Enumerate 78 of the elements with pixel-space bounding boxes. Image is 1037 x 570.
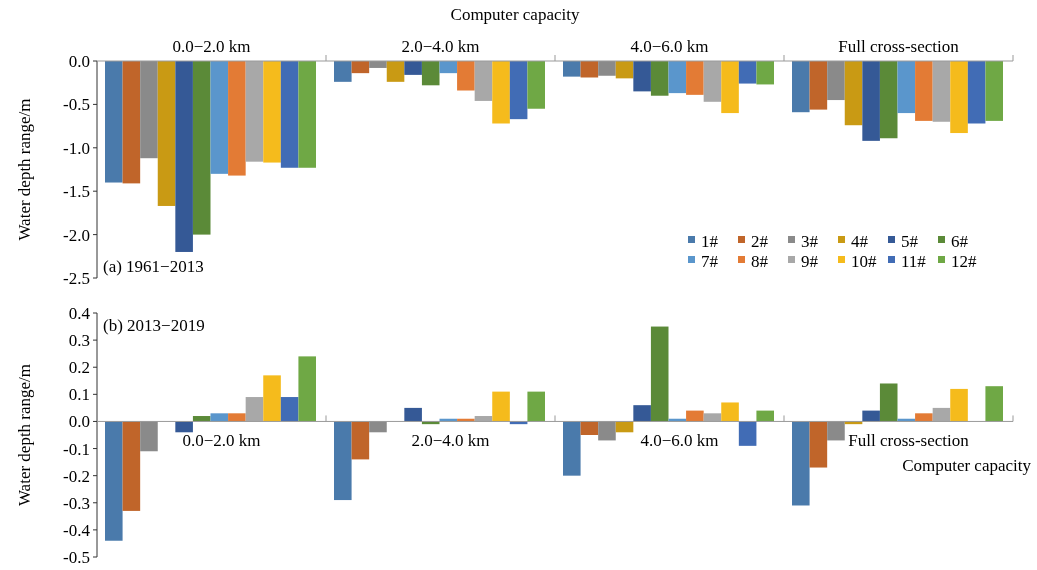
legend-label: 5#: [901, 231, 919, 251]
bar: [915, 413, 933, 422]
y-tick-label: -0.5: [63, 95, 90, 115]
bar: [862, 410, 880, 422]
legend-label: 4#: [851, 231, 869, 251]
bar: [263, 375, 281, 422]
bar: [879, 383, 898, 422]
legend-label: 8#: [751, 251, 769, 271]
bar: [633, 405, 651, 422]
bar: [122, 421, 141, 511]
bar: [527, 391, 545, 422]
y-tick-label: -0.4: [63, 520, 91, 540]
bar: [792, 421, 810, 506]
bar: [175, 421, 193, 433]
bar: [827, 421, 845, 441]
bar: [686, 410, 704, 422]
bar: [280, 397, 299, 422]
y-tick-label: -1.5: [63, 182, 90, 202]
y-tick-label: 0.2: [68, 358, 90, 378]
legend-label: 12#: [951, 251, 977, 271]
annotation: (a) 1961−2013: [103, 257, 204, 276]
annotation: (b) 2013−2019: [103, 316, 205, 335]
y-tick-label: -0.3: [63, 493, 90, 513]
x-tick-label: 2.0−4.0 km: [411, 431, 490, 451]
bar: [105, 421, 123, 541]
x-axis-title: Computer capacity: [450, 5, 580, 24]
y-tick-label: -0.2: [63, 466, 90, 486]
legend-label: 3#: [801, 231, 819, 251]
y-tick-label: 0.1: [68, 385, 90, 405]
bar: [721, 402, 739, 422]
bar: [492, 391, 510, 422]
bar: [985, 386, 1003, 422]
y-tick-label: 0.0: [68, 412, 90, 432]
x-tick-label: Full cross-section: [848, 431, 970, 451]
bar: [140, 421, 158, 452]
bar: [192, 416, 211, 422]
bar: [228, 413, 246, 422]
bar: [950, 388, 968, 422]
x-tick-label: Full cross-section: [838, 37, 960, 56]
x-tick-label: 2.0−4.0 km: [401, 37, 480, 56]
x-axis-title: Computer capacity: [902, 456, 1032, 476]
x-tick-label: 4.0−6.0 km: [640, 431, 719, 451]
legend-label: 2#: [751, 231, 769, 251]
y-tick-label: -1.0: [63, 138, 90, 158]
bar: [563, 421, 581, 476]
legend-label: 10#: [851, 251, 877, 271]
bar: [738, 421, 757, 446]
bar: [932, 407, 951, 422]
y-tick-label: -0.5: [63, 547, 90, 567]
y-tick-label: -2.5: [63, 268, 90, 288]
bar: [210, 413, 229, 422]
y-axis-title: Water depth range/m: [15, 98, 34, 241]
bar: [404, 407, 422, 422]
y-tick-label: -0.1: [63, 439, 90, 459]
legend-label: 9#: [801, 251, 819, 271]
y-tick-label: 0.0: [68, 51, 90, 71]
bar: [650, 326, 669, 422]
x-tick-label: 4.0−6.0 km: [630, 37, 709, 56]
bar: [298, 356, 316, 422]
x-tick-label: 0.0−2.0 km: [172, 37, 251, 56]
bar: [334, 421, 352, 501]
x-tick-label: 0.0−2.0 km: [182, 431, 261, 451]
bar: [369, 421, 387, 433]
bar: [580, 421, 599, 435]
legend-label: 11#: [901, 251, 927, 271]
y-tick-label: -2.0: [63, 225, 90, 245]
y-axis-title: Water depth range/m: [15, 363, 34, 507]
bar: [351, 421, 370, 460]
bar: [598, 421, 616, 441]
legend-label: 1#: [701, 231, 719, 251]
y-tick-label: 0.3: [68, 331, 90, 351]
bar: [703, 413, 722, 422]
bar: [809, 421, 828, 468]
bar: [245, 397, 264, 422]
legend-label: 7#: [701, 251, 719, 271]
legend-label: 6#: [951, 231, 969, 251]
bar: [756, 410, 774, 422]
y-tick-label: 0.4: [68, 303, 91, 323]
